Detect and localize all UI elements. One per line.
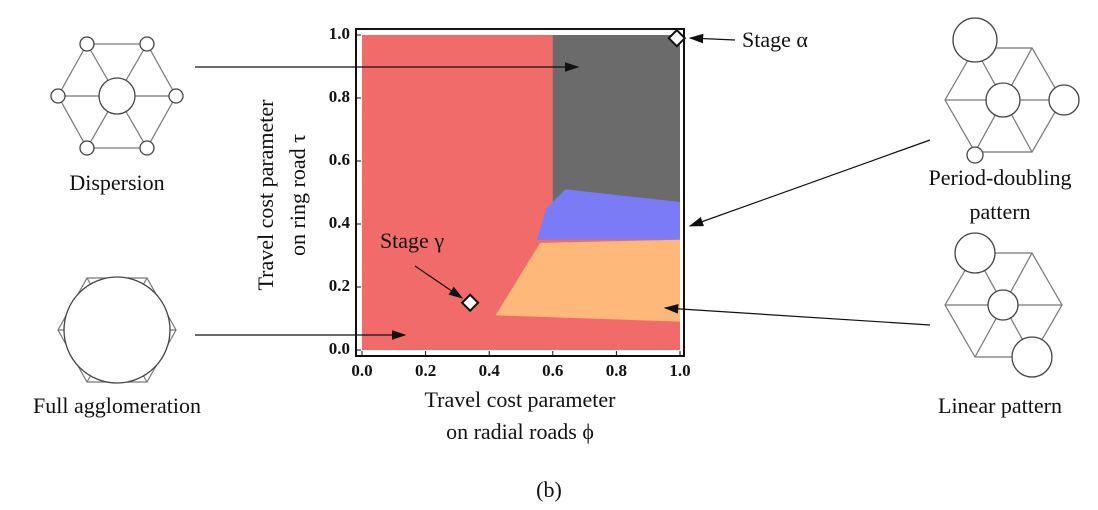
y-tick-label: 0.8 <box>329 87 350 106</box>
y-tick-label: 1.0 <box>329 24 350 43</box>
stage-label: Stage α <box>742 27 808 52</box>
plot-area <box>356 29 684 356</box>
x-axis-label: on radial roads ϕ <box>446 419 594 444</box>
y-tick-label: 0.6 <box>329 150 350 169</box>
dispersion-network <box>51 37 183 155</box>
x-tick-label: 0.8 <box>606 361 627 380</box>
x-tick-label: 0.2 <box>415 361 436 380</box>
y-tick-label: 0.2 <box>329 276 350 295</box>
y-tick-label: 0.4 <box>329 213 351 232</box>
x-tick-label: 0.6 <box>542 361 563 380</box>
x-axis-label: Travel cost parameter <box>424 387 616 412</box>
region-label: Full agglomeration <box>33 393 201 418</box>
linear-network <box>945 233 1062 377</box>
stage-label: Stage γ <box>380 228 444 253</box>
region-label: Dispersion <box>69 170 164 195</box>
caption: (b) <box>536 477 562 502</box>
x-tick-label: 0.4 <box>479 361 501 380</box>
y-tick-label: 0.0 <box>329 339 350 358</box>
x-tick-label: 0.0 <box>351 361 372 380</box>
y-axis-label: Travel cost parameter <box>253 99 278 291</box>
region-label: Period-doubling <box>929 165 1072 190</box>
region-label: pattern <box>969 199 1030 224</box>
y-axis-label: on ring road τ <box>285 134 310 256</box>
period-doubling-network <box>945 18 1079 163</box>
x-tick-label: 1.0 <box>669 361 690 380</box>
figure: (b) 0.0 0.2 0.4 0.6 0.8 1.0 0.0 0.2 0.4 0.6 0.8 1.0… <box>0 0 1098 510</box>
region-label: Linear pattern <box>938 393 1062 418</box>
agglomeration-network <box>58 277 176 383</box>
